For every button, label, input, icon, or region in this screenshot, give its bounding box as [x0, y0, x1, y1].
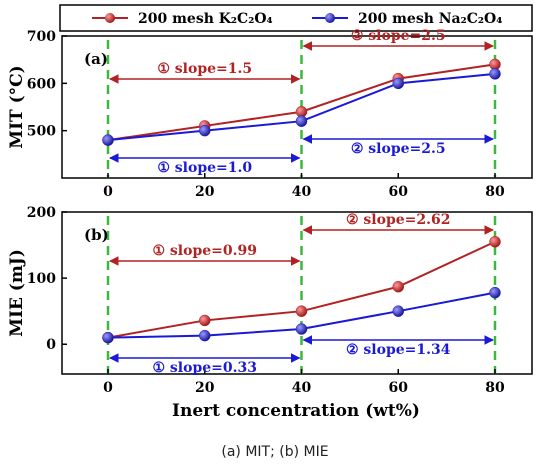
mie-y-axis-title: MIE (mJ) — [7, 249, 27, 337]
mie-x-tick-label: 0 — [103, 380, 113, 396]
legend-marker-na2c2o4 — [325, 13, 335, 23]
x-axis-title: Inert concentration (wt%) — [172, 401, 420, 421]
mit-y-tick-label: 500 — [27, 124, 56, 140]
mit-slope-label: ① slope=1.5 — [157, 61, 252, 77]
mie-panel-label: (b) — [84, 226, 109, 244]
mie-point-na2c2o4 — [489, 286, 501, 299]
mit-point-na2c2o4 — [102, 134, 114, 146]
mit-point-na2c2o4 — [392, 77, 404, 90]
mie-slope-label: ① slope=0.99 — [153, 243, 258, 259]
mie-point-na2c2o4 — [102, 331, 114, 344]
mie-point-na2c2o4 — [295, 323, 308, 335]
figure: 200 mesh K₂C₂O₄ 200 mesh Na₂C₂O₄ 5006007… — [7, 4, 533, 421]
legend-label-na2c2o4: 200 mesh Na₂C₂O₄ — [358, 11, 502, 27]
figure-caption: (a) MIT; (b) MIE — [221, 444, 329, 460]
legend-label-k2c2o4: 200 mesh K₂C₂O₄ — [138, 11, 273, 27]
mit-y-axis-title: MIT (°C) — [7, 65, 27, 148]
mit-x-tick-label: 20 — [195, 184, 215, 200]
mie-x-tick-label: 80 — [485, 380, 505, 396]
mie-point-k2c2o4 — [199, 314, 211, 327]
mit-x-tick-label: 0 — [103, 184, 113, 200]
mie-y-tick-label: 0 — [46, 337, 56, 353]
mie-y-tick-label: 100 — [27, 271, 56, 287]
mit-slope-label: ① slope=1.0 — [157, 160, 252, 176]
legend-marker-k2c2o4 — [105, 13, 115, 23]
mit-plot-frame — [61, 35, 533, 179]
mie-x-tick-label: 20 — [195, 380, 215, 396]
mit-slope-label: ② slope=2.5 — [351, 141, 446, 157]
mit-y-tick-label: 700 — [27, 29, 56, 45]
mit-x-tick-label: 80 — [485, 184, 505, 200]
mit-x-tick-label: 40 — [292, 184, 312, 200]
mie-point-k2c2o4 — [295, 305, 308, 317]
mie-x-tick-label: 60 — [389, 380, 409, 396]
mie-slope-label: ② slope=2.62 — [346, 212, 451, 228]
mit-point-na2c2o4 — [489, 68, 501, 80]
mie-point-k2c2o4 — [489, 236, 501, 248]
legend-frame — [59, 4, 533, 32]
mit-panel-label: (a) — [84, 50, 108, 68]
mie-slope-label: ② slope=1.34 — [346, 342, 451, 358]
mie-y-tick-label: 200 — [27, 205, 56, 221]
panel-a: 500 600 700 0 20 40 60 80 MIT (°C) (a) ① slope=1.5… — [7, 28, 533, 200]
mie-plot-frame — [61, 211, 533, 375]
mit-point-na2c2o4 — [199, 124, 211, 137]
panel-b: 0 100 200 0 20 40 60 80 MIE (mJ) (b) ① slope=0.99 ②… — [7, 205, 533, 396]
legend: 200 mesh K₂C₂O₄ 200 mesh Na₂C₂O₄ — [59, 4, 533, 32]
mie-point-k2c2o4 — [392, 280, 404, 293]
mit-slope-label: ② slope=2.5 — [351, 28, 446, 44]
mit-y-tick-label: 600 — [27, 76, 56, 92]
mie-point-na2c2o4 — [392, 305, 404, 317]
mie-slope-label: ① slope=0.33 — [153, 360, 258, 376]
mit-x-tick-label: 60 — [389, 184, 409, 200]
mie-x-tick-label: 40 — [292, 380, 312, 396]
mit-point-na2c2o4 — [295, 115, 308, 127]
mie-point-na2c2o4 — [199, 329, 211, 342]
